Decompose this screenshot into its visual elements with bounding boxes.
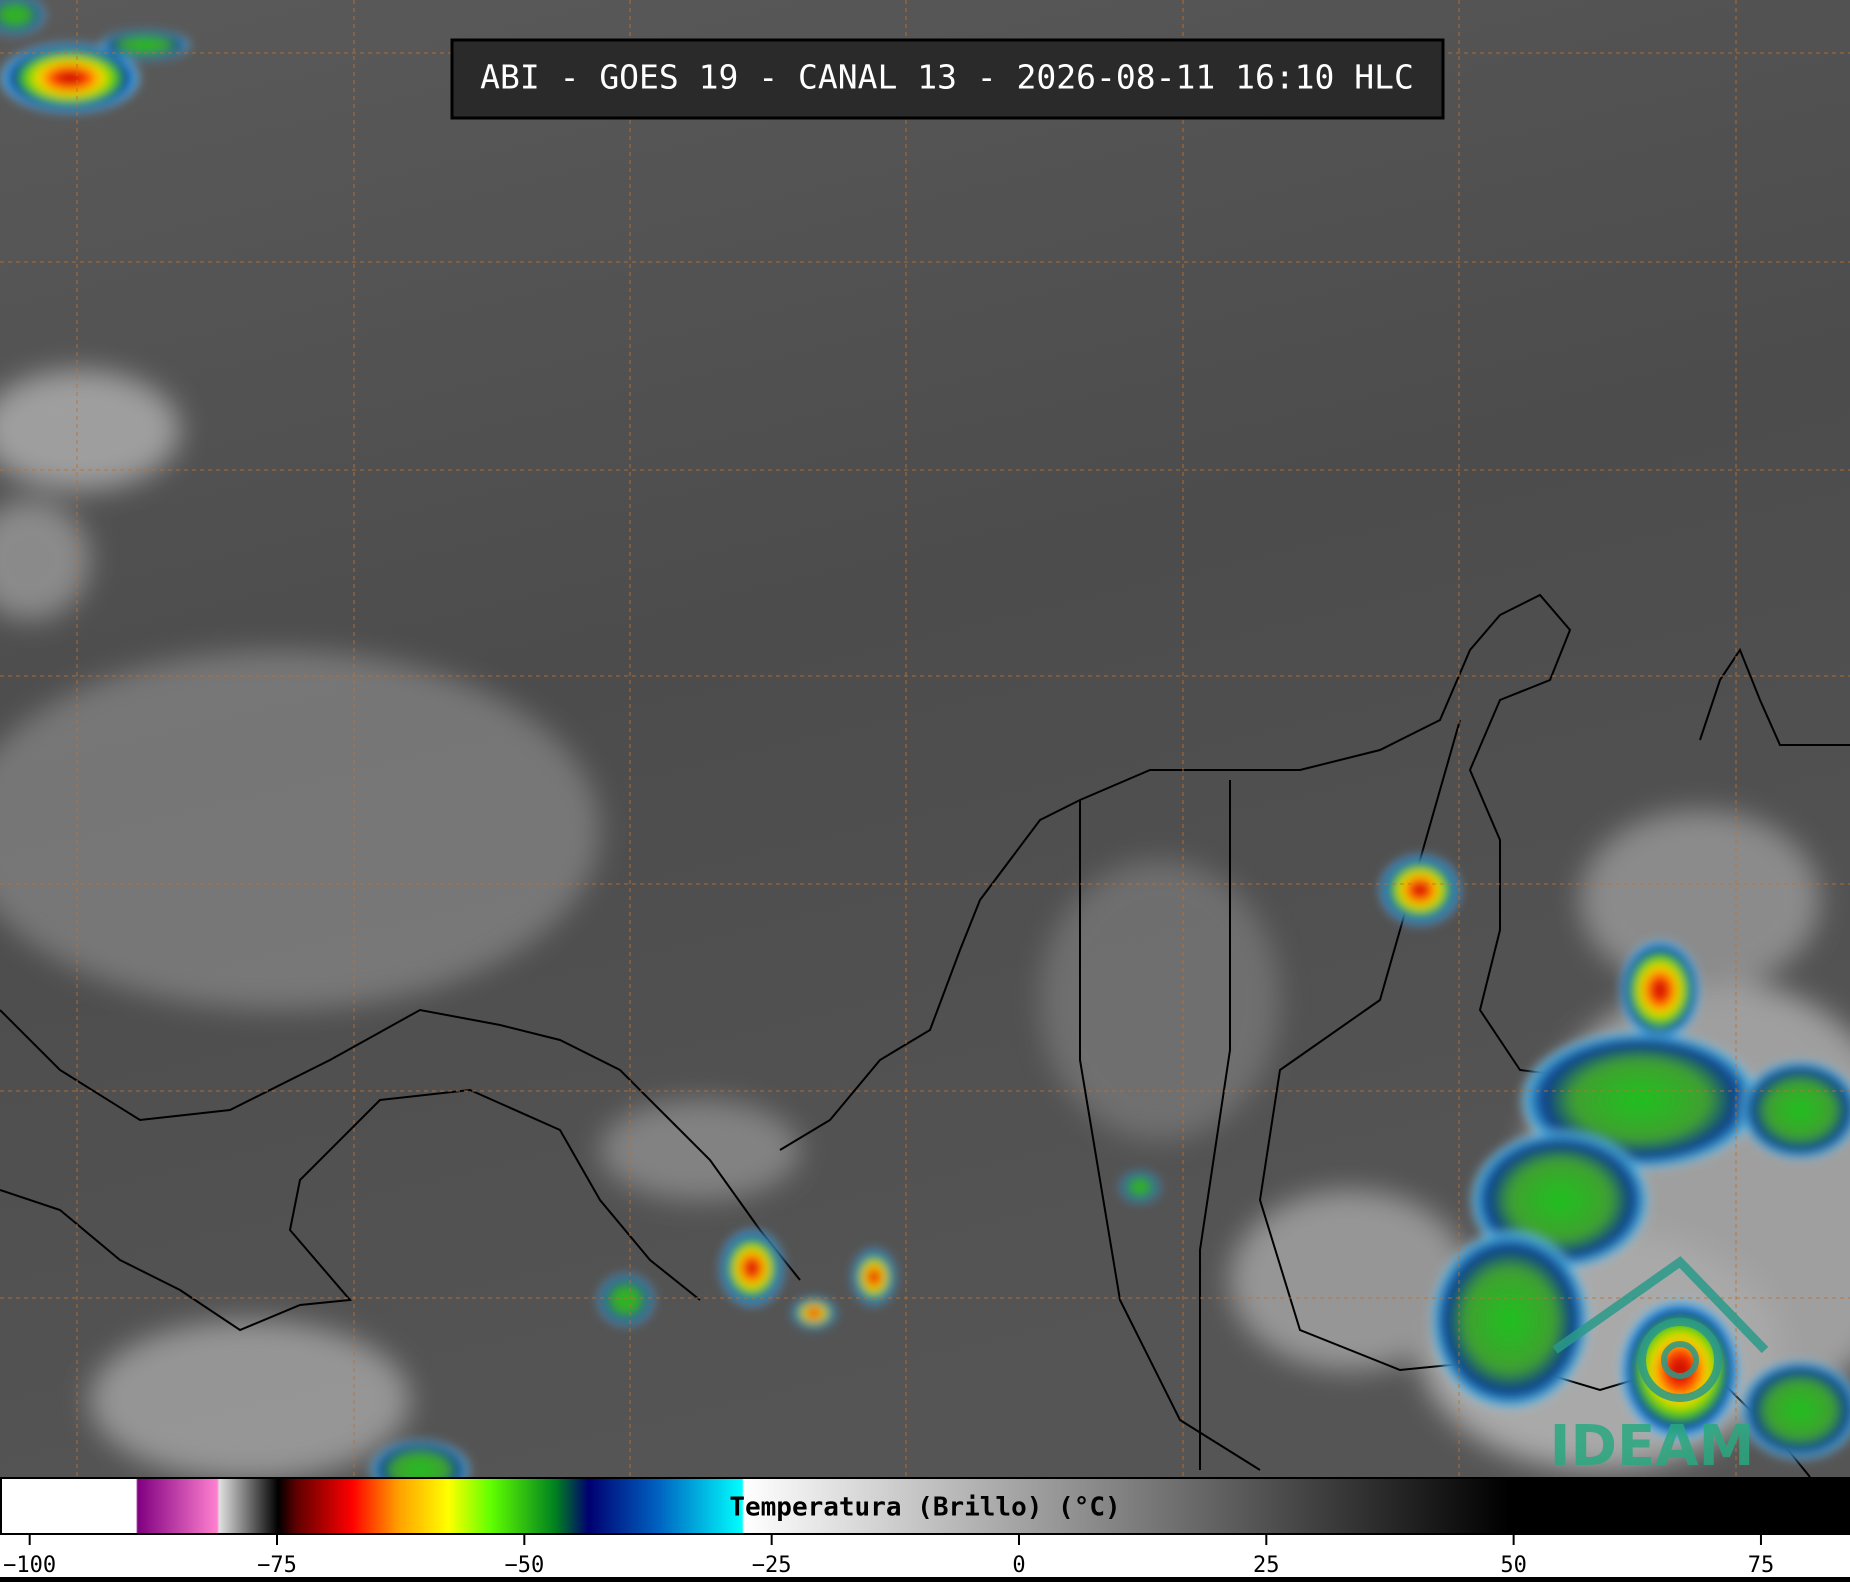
colorbar-tick-label: 75	[1748, 1553, 1775, 1577]
colorbar-tick-label: −25	[752, 1553, 792, 1577]
colorbar-tick-label: −100	[3, 1553, 56, 1577]
satellite-image: IDEAM	[0, 0, 1850, 1500]
logo-text: IDEAM	[1550, 1414, 1755, 1479]
colorbar: Temperatura (Brillo) (°C) −100 −75 −50 −25 0…	[0, 1477, 1850, 1578]
colorbar-tick-label: 0	[1012, 1553, 1025, 1577]
title: ABI - GOES 19 - CANAL 13 - 2026-08-11 16…	[480, 58, 1414, 97]
graticule	[0, 0, 1850, 1477]
title-box: ABI - GOES 19 - CANAL 13 - 2026-08-11 16…	[450, 38, 1445, 120]
colorbar-tick-label: 25	[1253, 1553, 1280, 1577]
colorbar-tick-label: −75	[257, 1553, 297, 1577]
storm-cells	[0, 0, 1850, 1500]
colorbar-tick-label: −50	[504, 1553, 544, 1577]
colorbar-tick-label: 50	[1500, 1553, 1527, 1577]
colorbar-label: Temperatura (Brillo) (°C)	[729, 1493, 1120, 1523]
logo: IDEAM	[1550, 1256, 1769, 1479]
